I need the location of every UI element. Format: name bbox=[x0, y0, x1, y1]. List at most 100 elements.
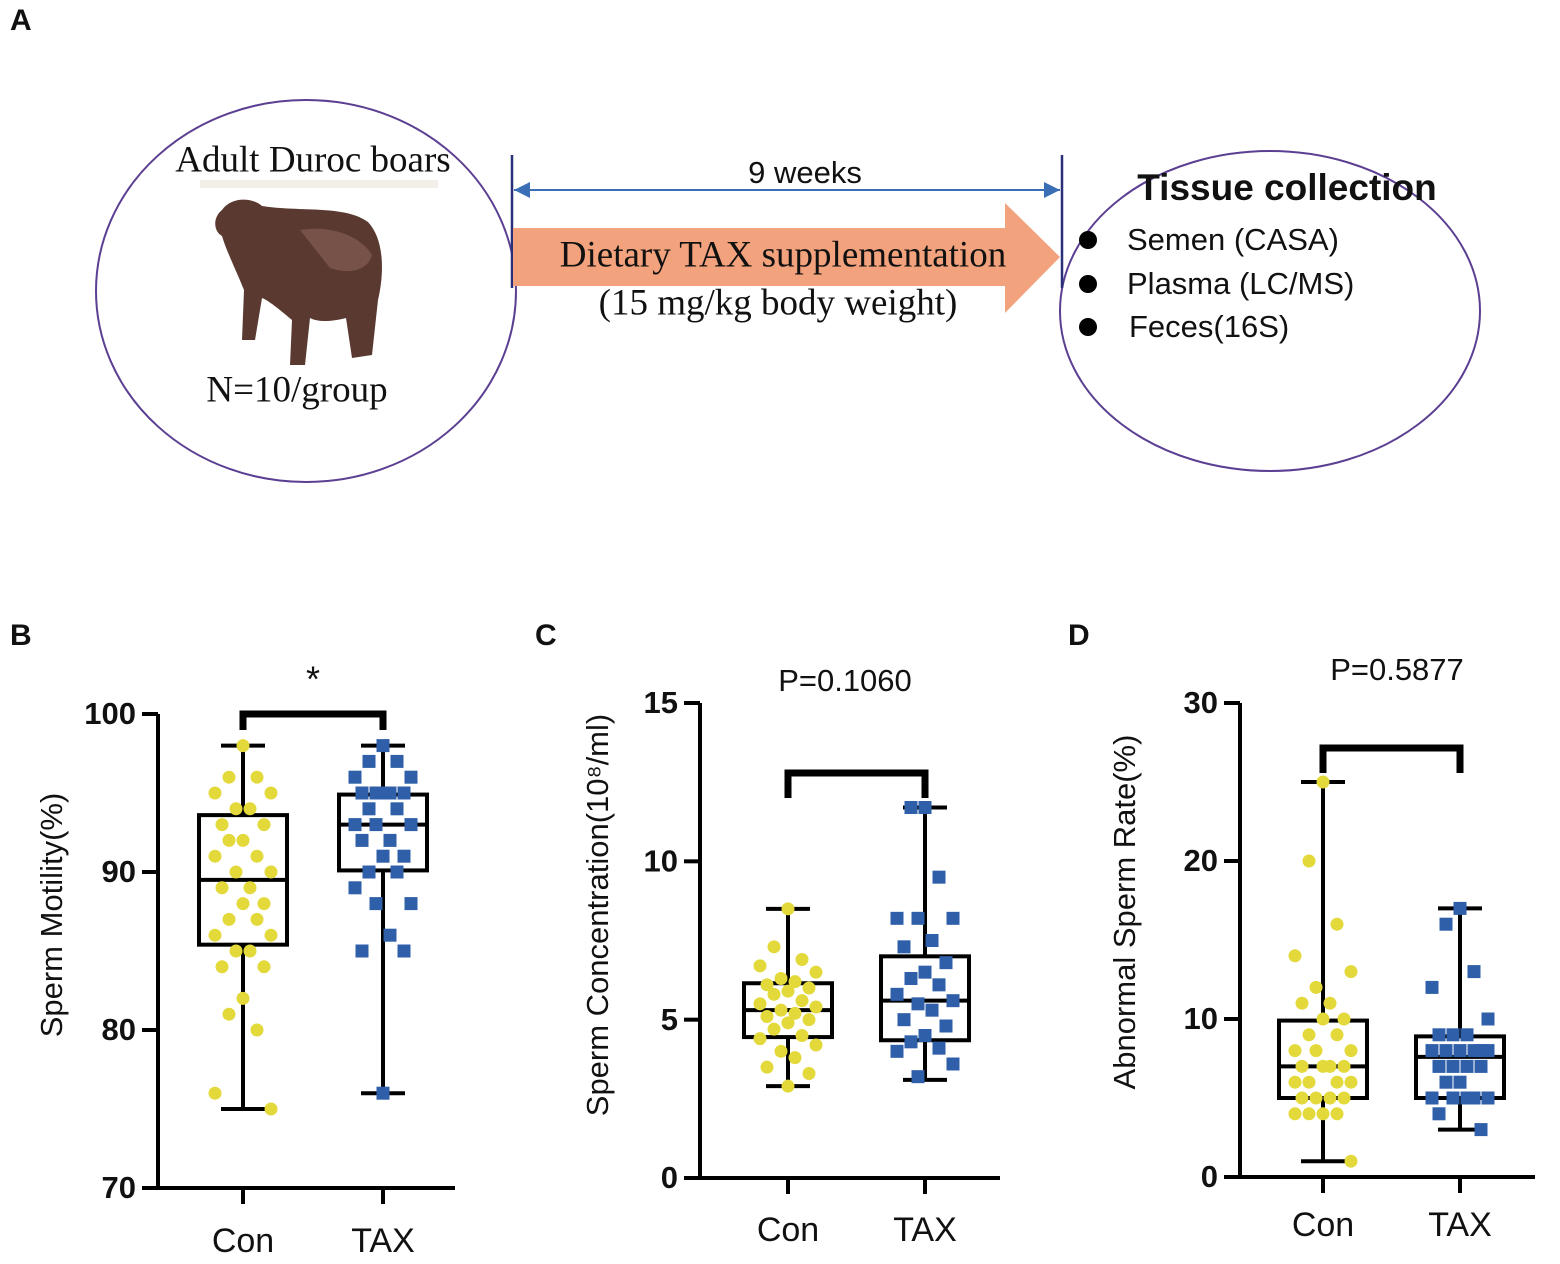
point bbox=[208, 786, 222, 800]
group-size: N=10/group bbox=[206, 369, 387, 410]
y-tick-label: 80 bbox=[102, 1012, 136, 1047]
point bbox=[397, 786, 411, 800]
point bbox=[348, 770, 362, 784]
panel-label: A bbox=[10, 4, 32, 37]
point bbox=[348, 881, 362, 895]
point bbox=[1337, 1012, 1351, 1026]
point bbox=[802, 1013, 816, 1027]
point bbox=[208, 1086, 222, 1100]
point bbox=[946, 1057, 960, 1071]
point bbox=[767, 987, 781, 1001]
bullet bbox=[1079, 275, 1097, 293]
y-tick-label: 20 bbox=[1184, 843, 1218, 878]
point bbox=[904, 972, 918, 985]
treatment: Dietary TAX supplementation bbox=[560, 234, 1006, 275]
point bbox=[1337, 1059, 1351, 1073]
y-tick-label: 100 bbox=[84, 696, 136, 731]
point bbox=[1460, 1091, 1474, 1105]
point bbox=[1323, 1091, 1337, 1105]
point bbox=[355, 786, 369, 800]
point bbox=[781, 1079, 795, 1093]
collection-list: Semen (CASA) Plasma (LC/MS) Feces(16S) bbox=[1079, 222, 1354, 344]
point bbox=[904, 1035, 918, 1049]
point bbox=[383, 928, 397, 942]
point bbox=[1288, 1044, 1302, 1058]
x-tick-label: Con bbox=[757, 1211, 819, 1249]
point bbox=[767, 1022, 781, 1036]
point bbox=[1302, 1107, 1316, 1121]
y-tick-label: 15 bbox=[644, 685, 678, 720]
point bbox=[760, 978, 774, 992]
point bbox=[243, 802, 257, 816]
point bbox=[890, 987, 904, 1001]
point bbox=[362, 802, 376, 816]
point bbox=[236, 991, 250, 1005]
point bbox=[1432, 1059, 1446, 1073]
point bbox=[774, 1044, 788, 1058]
point bbox=[788, 1006, 802, 1020]
panel-a: A Adult Duroc boars N=10/group 9 weeks D… bbox=[10, 4, 1481, 483]
point bbox=[1330, 1075, 1344, 1089]
point bbox=[1295, 1059, 1309, 1073]
point bbox=[229, 944, 243, 958]
point bbox=[222, 912, 236, 926]
point bbox=[904, 801, 918, 814]
point bbox=[257, 960, 271, 974]
point bbox=[809, 1038, 823, 1052]
point bbox=[264, 865, 278, 879]
point bbox=[250, 849, 264, 863]
point bbox=[1316, 1107, 1330, 1121]
point bbox=[911, 997, 925, 1011]
point bbox=[1453, 901, 1467, 915]
annotation: * bbox=[306, 659, 320, 700]
point bbox=[1330, 917, 1344, 931]
point bbox=[257, 818, 271, 832]
point bbox=[911, 911, 925, 925]
bracket bbox=[239, 710, 387, 730]
point bbox=[753, 997, 767, 1011]
point bbox=[215, 960, 229, 974]
y-tick-label: 0 bbox=[661, 1160, 678, 1195]
point bbox=[397, 849, 411, 863]
y-axis-label: Sperm Motility(%) bbox=[34, 793, 69, 1038]
point bbox=[362, 754, 376, 768]
point bbox=[1481, 1091, 1495, 1105]
point bbox=[802, 1067, 816, 1080]
point bbox=[760, 1060, 774, 1074]
y-axis-label: Sperm Concentration(10⁸/ml) bbox=[580, 714, 615, 1116]
y-tick-label: 5 bbox=[661, 1002, 678, 1037]
point bbox=[222, 770, 236, 784]
point bbox=[1460, 1028, 1474, 1042]
collection-title: Tissue collection bbox=[1137, 167, 1437, 208]
point bbox=[1302, 1028, 1316, 1042]
point bbox=[250, 912, 264, 926]
point bbox=[1344, 1154, 1358, 1168]
point bbox=[369, 818, 383, 832]
point bbox=[1432, 1028, 1446, 1042]
panel-label: B bbox=[10, 619, 32, 652]
point bbox=[348, 818, 362, 832]
bullet bbox=[1079, 231, 1097, 249]
collection-item: Semen (CASA) bbox=[1127, 222, 1339, 257]
point bbox=[1302, 1075, 1316, 1089]
bracket bbox=[784, 769, 929, 798]
point bbox=[1446, 1091, 1460, 1105]
point bbox=[1309, 980, 1323, 994]
point bbox=[236, 739, 250, 753]
y-tick-label: 10 bbox=[1184, 1001, 1218, 1036]
point bbox=[1309, 1091, 1323, 1105]
point bbox=[390, 865, 404, 879]
dose: (15 mg/kg body weight) bbox=[599, 282, 958, 323]
start-circle bbox=[95, 99, 517, 483]
point bbox=[911, 1070, 925, 1084]
point bbox=[753, 959, 767, 973]
point bbox=[390, 802, 404, 816]
point bbox=[1474, 1059, 1488, 1073]
point bbox=[788, 975, 802, 989]
point bbox=[243, 944, 257, 958]
bracket bbox=[1319, 744, 1464, 773]
point bbox=[809, 1000, 823, 1014]
point bbox=[1330, 1107, 1344, 1121]
point bbox=[1460, 1059, 1474, 1073]
